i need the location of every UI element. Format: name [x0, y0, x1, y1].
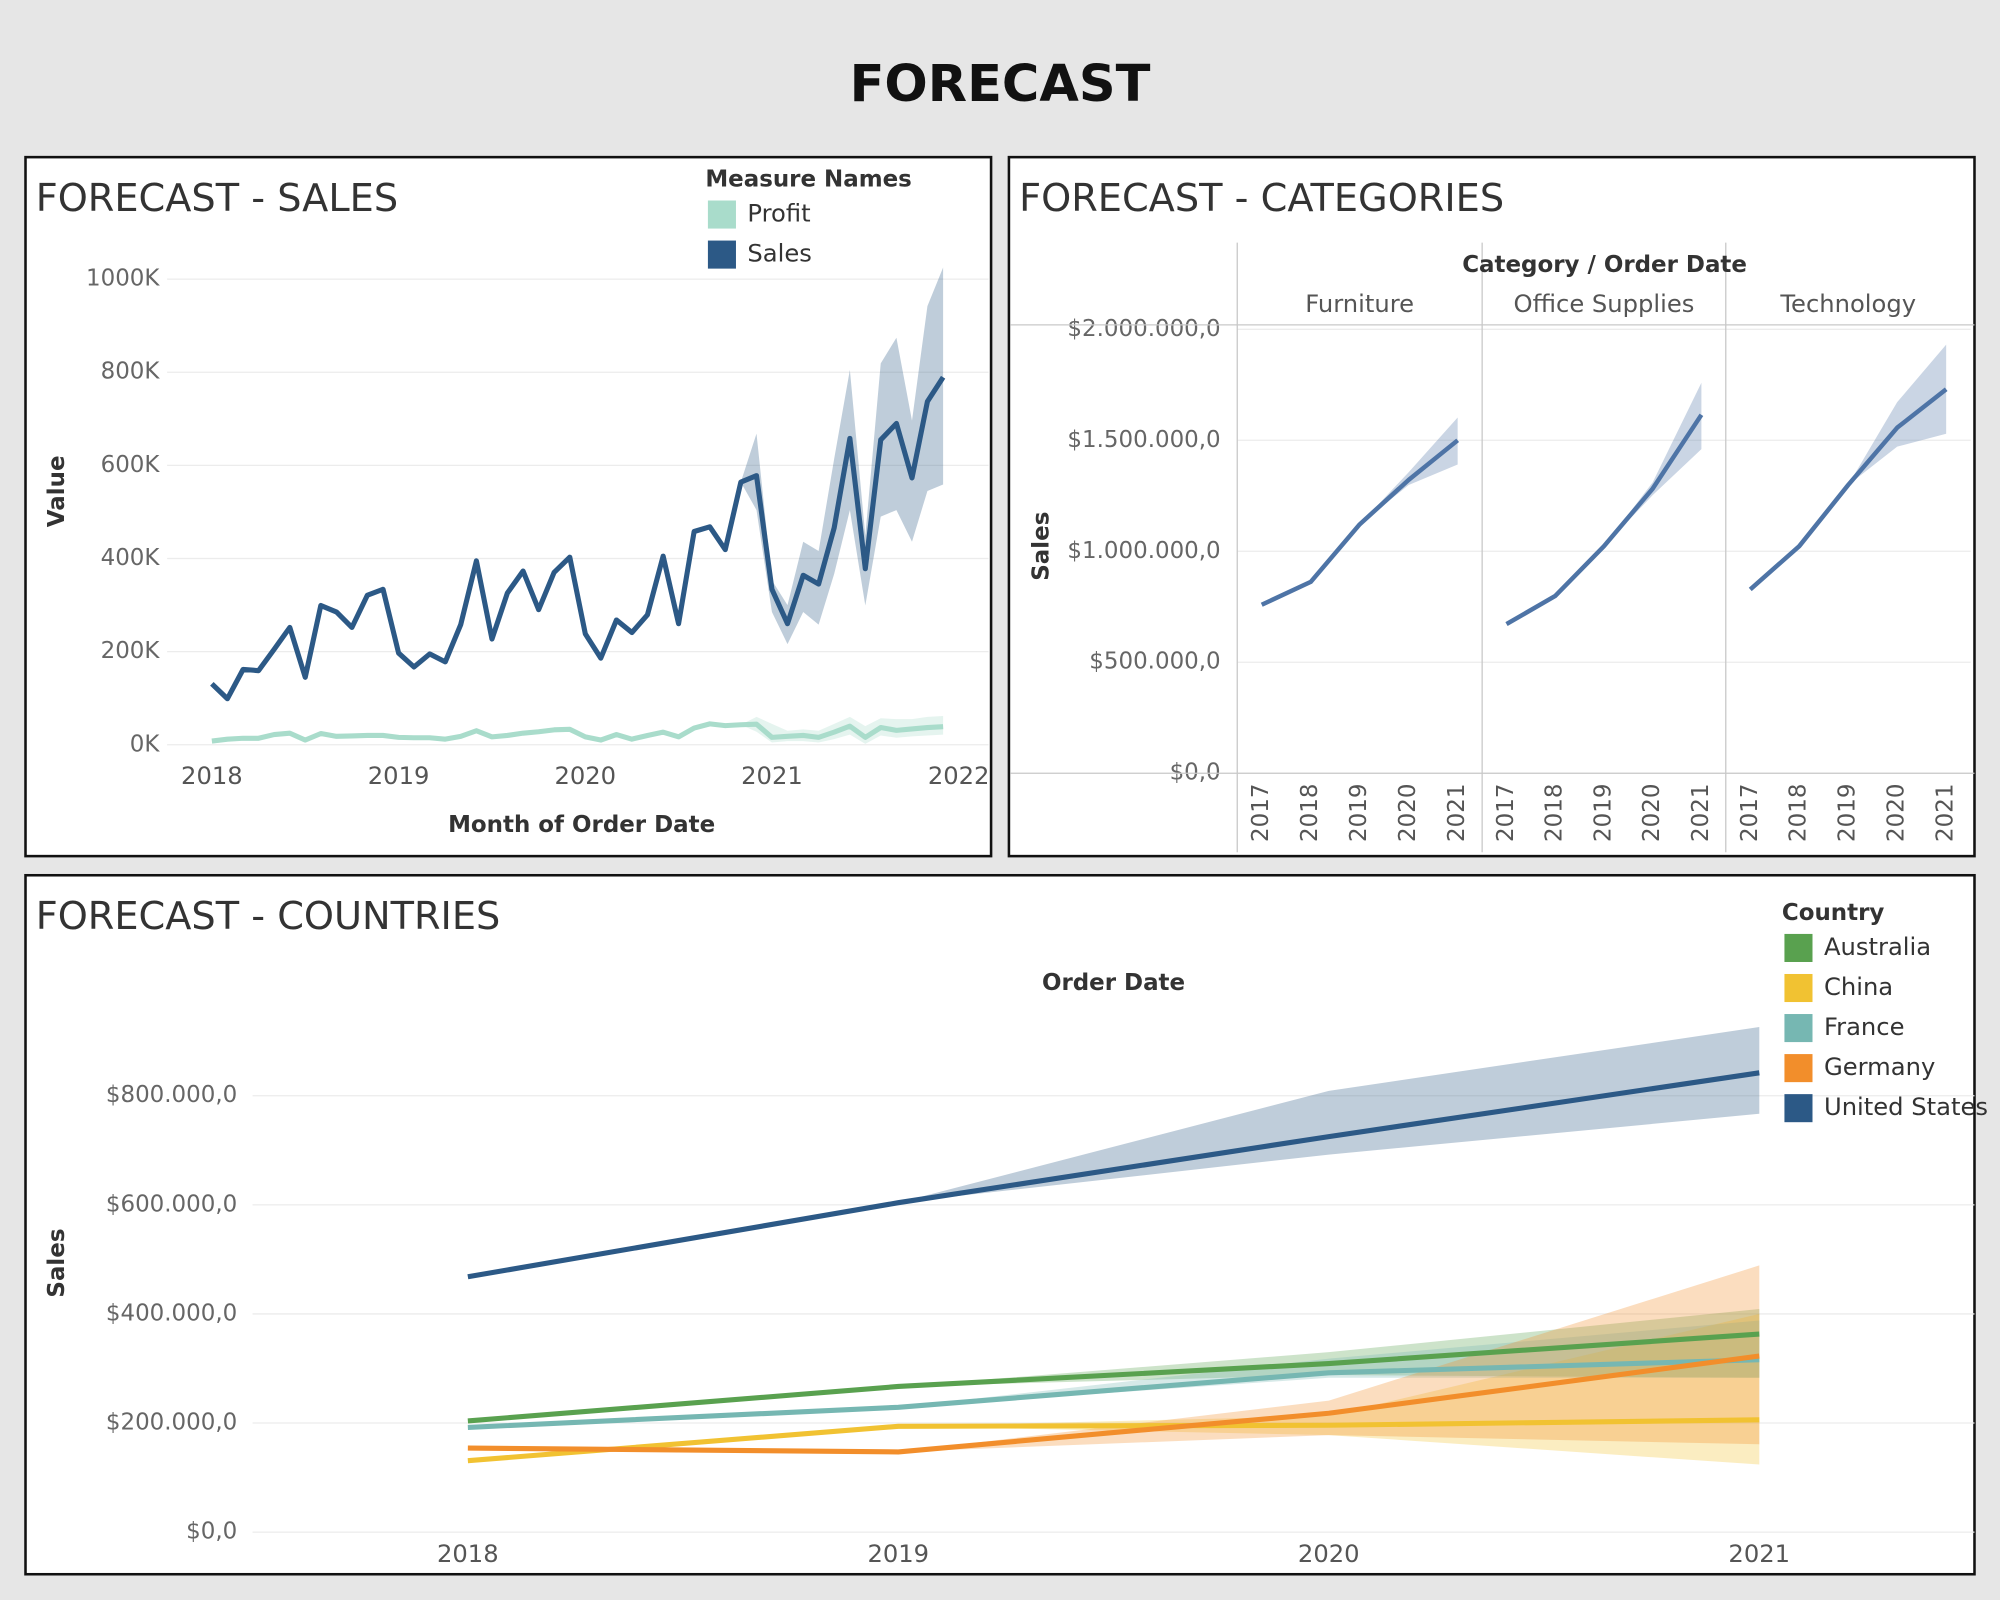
y-tick-label: $500.000,0 — [1089, 649, 1220, 675]
forecast-band — [1603, 382, 1702, 547]
x-tick-label: 2020 — [1884, 784, 1910, 842]
legend-title: Country — [1782, 900, 1885, 926]
legend-swatch — [1784, 1094, 1813, 1123]
x-tick-label: 2021 — [1728, 1540, 1790, 1568]
panel-sales — [24, 155, 993, 858]
legend-label: Germany — [1824, 1053, 1935, 1081]
y-tick-label: $1.000.000,0 — [1067, 538, 1220, 564]
legend-label: United States — [1824, 1093, 1988, 1121]
legend-label: Profit — [747, 200, 810, 228]
chart-title: FORECAST - SALES — [36, 176, 398, 221]
x-tick-label: 2018 — [437, 1540, 499, 1568]
y-tick-label: $400.000,0 — [106, 1300, 237, 1326]
legend-label: Australia — [1824, 933, 1931, 961]
x-tick-label: 2019 — [1835, 784, 1861, 842]
legend-swatch — [707, 240, 736, 269]
facet-header: Category / Order Date — [1462, 252, 1747, 278]
x-tick-label: 2018 — [1542, 784, 1568, 842]
x-axis-title: Order Date — [1042, 970, 1185, 996]
series-line — [467, 1331, 1760, 1424]
forecast-band — [1848, 344, 1947, 485]
x-tick-label: 2020 — [1298, 1540, 1360, 1568]
series-line — [1748, 387, 1948, 592]
y-tick-label: $2.000.000,0 — [1067, 316, 1220, 342]
y-tick-label: 800K — [101, 359, 161, 385]
chart-title: FORECAST - CATEGORIES — [1019, 176, 1504, 221]
x-tick-label: 2018 — [1786, 784, 1812, 842]
x-tick-label: 2019 — [867, 1540, 929, 1568]
y-tick-label: $0,0 — [186, 1519, 237, 1545]
legend-swatch — [1784, 1054, 1813, 1083]
x-tick-label: 2021 — [741, 762, 803, 790]
panel-categories — [1007, 155, 1976, 858]
y-tick-label: 400K — [101, 545, 161, 571]
x-tick-label: 2022 — [928, 762, 990, 790]
x-tick-label: 2017 — [1493, 784, 1519, 842]
forecast-band — [898, 1027, 1760, 1203]
y-tick-label: 600K — [101, 452, 161, 478]
x-tick-label: 2020 — [1639, 784, 1665, 842]
legend-title: Measure Names — [705, 167, 911, 193]
legend-swatch — [1784, 1014, 1813, 1043]
x-tick-label: 2021 — [1933, 784, 1959, 842]
y-tick-label: 0K — [130, 731, 161, 757]
forecast-band — [898, 1265, 1760, 1452]
x-tick-label: 2019 — [1590, 784, 1616, 842]
forecast-band — [740, 267, 944, 645]
panel-name: Technology — [1779, 290, 1916, 318]
legend-label: China — [1824, 973, 1893, 1001]
x-tick-label: 2020 — [1395, 784, 1421, 842]
y-tick-label: $800.000,0 — [106, 1082, 237, 1108]
y-axis-title: Value — [44, 455, 70, 527]
panel-countries — [24, 873, 1976, 1576]
x-tick-label: 2020 — [554, 762, 616, 790]
panel-name: Furniture — [1305, 290, 1414, 318]
y-tick-label: $200.000,0 — [106, 1410, 237, 1436]
forecast-band — [1359, 417, 1458, 525]
y-axis-title: Sales — [44, 1228, 70, 1297]
series-line — [1505, 413, 1704, 627]
x-tick-label: 2018 — [181, 762, 243, 790]
legend-label: Sales — [747, 240, 811, 268]
y-tick-label: 1000K — [86, 266, 160, 292]
dashboard-title: FORECAST — [850, 55, 1151, 114]
y-axis-title: Sales — [1029, 512, 1055, 581]
x-tick-label: 2018 — [1297, 784, 1323, 842]
series-line — [467, 1357, 1760, 1430]
x-tick-label: 2019 — [368, 762, 430, 790]
x-tick-label: 2021 — [1688, 784, 1714, 842]
series-line — [211, 721, 944, 744]
y-tick-label: 200K — [101, 638, 161, 664]
panel-name: Office Supplies — [1514, 290, 1695, 318]
x-tick-label: 2021 — [1444, 784, 1470, 842]
legend-swatch — [1784, 933, 1813, 962]
series-line — [210, 375, 946, 702]
x-tick-label: 2017 — [1248, 784, 1274, 842]
legend-label: France — [1824, 1013, 1905, 1041]
x-tick-label: 2019 — [1346, 784, 1372, 842]
legend-swatch — [1784, 973, 1813, 1003]
y-tick-label: $600.000,0 — [106, 1191, 237, 1217]
legend-swatch — [707, 200, 736, 229]
series-line — [1260, 438, 1460, 607]
series-line — [467, 1070, 1760, 1280]
series-line — [467, 1353, 1760, 1455]
x-tick-label: 2017 — [1737, 784, 1763, 842]
y-tick-label: $1.500.000,0 — [1067, 427, 1220, 453]
series-line — [467, 1417, 1760, 1464]
chart-title: FORECAST - COUNTRIES — [36, 894, 501, 939]
x-axis-title: Month of Order Date — [448, 812, 715, 838]
